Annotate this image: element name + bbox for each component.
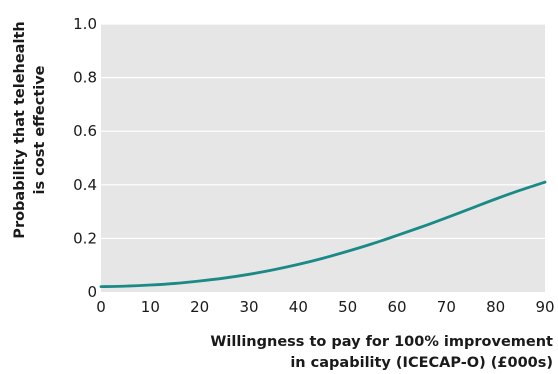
x-tick-label: 80 bbox=[486, 298, 505, 316]
x-tick-label: 10 bbox=[141, 298, 160, 316]
y-tick-label: 1.0 bbox=[73, 15, 97, 33]
series-line bbox=[99, 180, 547, 289]
y-axis-title-line-1: Probability that telehealth bbox=[12, 21, 28, 238]
y-tick-label: 0.2 bbox=[73, 229, 97, 247]
x-tick-label: 60 bbox=[387, 298, 406, 316]
x-tick-label: 20 bbox=[190, 298, 209, 316]
x-axis-title-line-2: in capability (ICECAP-O) (£000s) bbox=[290, 355, 553, 371]
series bbox=[99, 180, 547, 289]
y-tick-label: 0.8 bbox=[73, 69, 97, 87]
y-axis-title-line-2: is cost effective bbox=[32, 65, 48, 194]
y-axis-ticks: 0 0.2 0.4 0.6 0.8 1.0 bbox=[73, 15, 97, 301]
x-axis-ticks: 0 10 20 30 40 50 60 70 80 90 bbox=[96, 298, 554, 316]
grid-lines bbox=[101, 23, 545, 239]
x-axis-title-line-1: Willingness to pay for 100% improvement bbox=[210, 334, 553, 350]
y-tick-label: 0.6 bbox=[73, 122, 97, 140]
x-tick-label: 0 bbox=[96, 298, 106, 316]
x-tick-label: 90 bbox=[535, 298, 554, 316]
x-tick-label: 30 bbox=[239, 298, 258, 316]
y-tick-label: 0 bbox=[87, 283, 97, 301]
x-tick-label: 70 bbox=[437, 298, 456, 316]
y-tick-label: 0.4 bbox=[73, 176, 97, 194]
plot-background bbox=[101, 24, 545, 292]
x-tick-label: 40 bbox=[289, 298, 308, 316]
x-tick-label: 50 bbox=[338, 298, 357, 316]
